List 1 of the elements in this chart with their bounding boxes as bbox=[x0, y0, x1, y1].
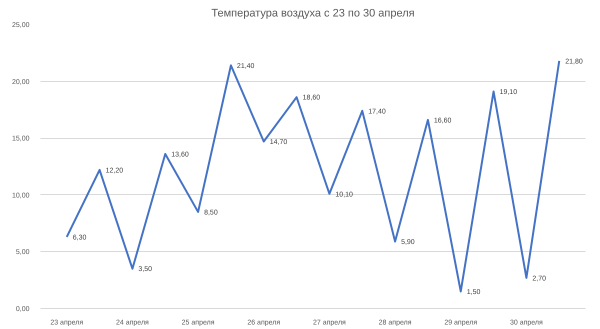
chart-title: Температура воздуха с 23 по 30 апреля bbox=[211, 8, 415, 20]
